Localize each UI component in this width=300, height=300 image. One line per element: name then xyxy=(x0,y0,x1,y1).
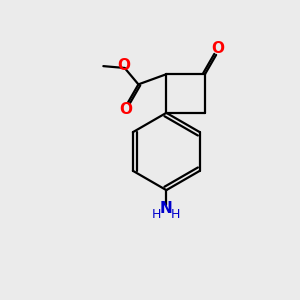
Text: H: H xyxy=(152,208,161,221)
Text: N: N xyxy=(160,201,173,216)
Text: O: O xyxy=(211,41,224,56)
Text: O: O xyxy=(117,58,130,73)
Text: O: O xyxy=(120,102,133,117)
Text: H: H xyxy=(171,208,181,221)
